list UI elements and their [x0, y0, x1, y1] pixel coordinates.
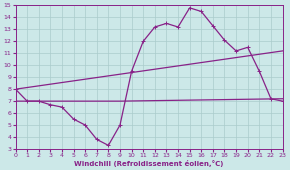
X-axis label: Windchill (Refroidissement éolien,°C): Windchill (Refroidissement éolien,°C) [74, 159, 224, 167]
